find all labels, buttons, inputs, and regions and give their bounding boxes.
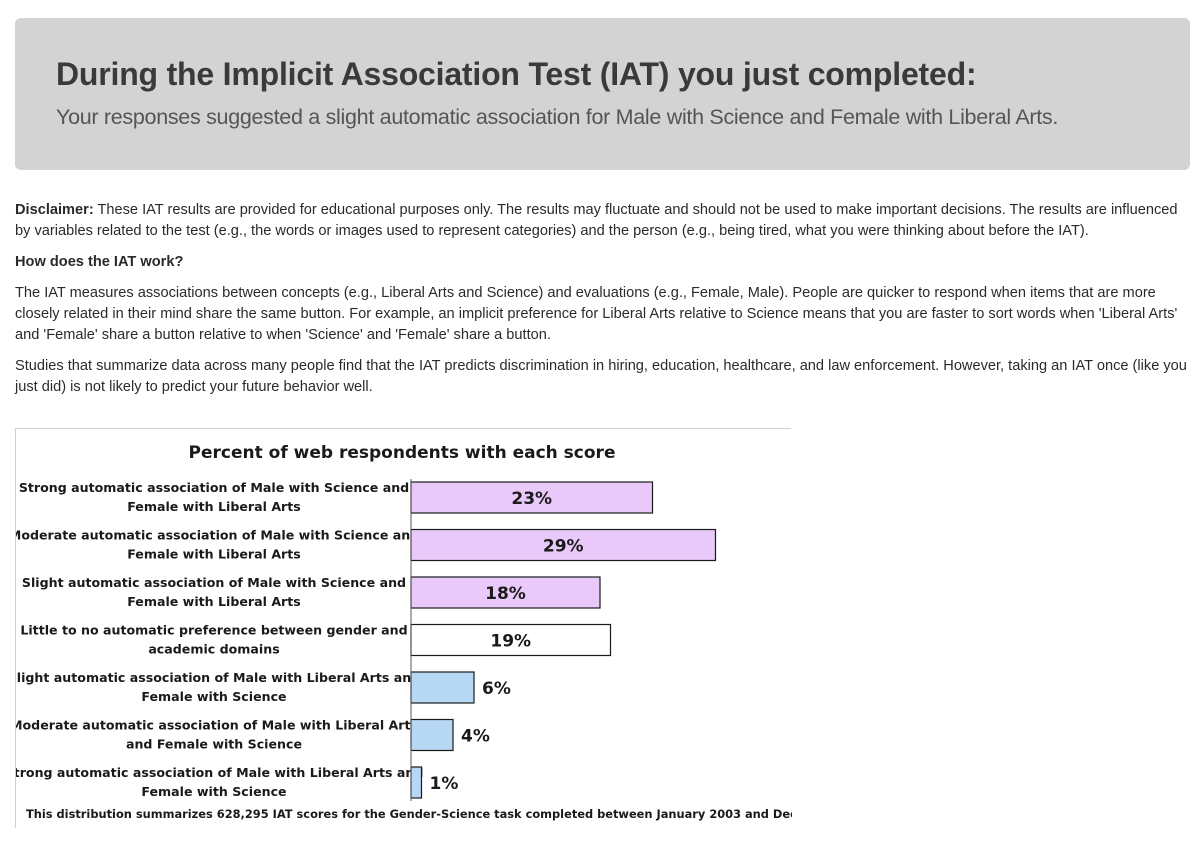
category-label-line: Female with Liberal Arts bbox=[127, 594, 301, 609]
bar-value-label: 19% bbox=[490, 632, 531, 652]
category-label-line: and Female with Science bbox=[126, 737, 302, 752]
bar-value-label: 4% bbox=[461, 727, 490, 747]
category-label: Strong automatic association of Male wit… bbox=[16, 765, 423, 799]
bar-value-label: 18% bbox=[485, 584, 526, 604]
how-it-works-paragraph-2: Studies that summarize data across many … bbox=[15, 358, 1187, 395]
disclaimer-label: Disclaimer: bbox=[15, 202, 94, 218]
bar bbox=[410, 671, 475, 704]
score-distribution-chart: Percent of web respondents with each sco… bbox=[15, 428, 792, 828]
category-label: Little to no automatic preference betwee… bbox=[20, 623, 407, 657]
category-label-line: Female with Liberal Arts bbox=[127, 547, 301, 562]
category-label-line: Female with Liberal Arts bbox=[127, 499, 301, 514]
bar bbox=[410, 576, 601, 609]
how-it-works-heading: How does the IAT work? bbox=[15, 254, 184, 270]
bar-value-label: 23% bbox=[511, 489, 552, 509]
category-label: Slight automatic association of Male wit… bbox=[22, 575, 406, 609]
category-labels: Strong automatic association of Male wit… bbox=[16, 480, 423, 799]
how-it-works-paragraph-1: The IAT measures associations between co… bbox=[15, 285, 1178, 343]
bar bbox=[410, 623, 612, 657]
category-label-line: Female with Science bbox=[141, 689, 286, 704]
category-label-line: Female with Science bbox=[141, 784, 286, 799]
chart-canvas: Percent of web respondents with each sco… bbox=[16, 443, 792, 821]
category-label-line: Slight automatic association of Male wit… bbox=[22, 575, 406, 590]
category-label: Moderate automatic association of Male w… bbox=[16, 528, 419, 562]
result-title: During the Implicit Association Test (IA… bbox=[56, 56, 977, 92]
bar bbox=[410, 766, 423, 799]
category-label-line: Strong automatic association of Male wit… bbox=[19, 480, 409, 495]
category-label: Moderate automatic association of Male w… bbox=[16, 718, 418, 752]
bar bbox=[410, 718, 454, 752]
bar-value-label: 29% bbox=[543, 537, 584, 557]
disclaimer-text: These IAT results are provided for educa… bbox=[15, 202, 1178, 239]
bar bbox=[410, 528, 717, 562]
category-label-line: Moderate automatic association of Male w… bbox=[16, 528, 419, 543]
bar-value-label: 6% bbox=[482, 679, 511, 699]
disclaimer-paragraph: Disclaimer: These IAT results are provid… bbox=[15, 200, 1190, 242]
category-label-line: academic domains bbox=[148, 642, 279, 657]
result-panel: During the Implicit Association Test (IA… bbox=[15, 18, 1190, 170]
bar bbox=[410, 481, 654, 514]
chart-title: Percent of web respondents with each sco… bbox=[189, 443, 616, 463]
category-label: Slight automatic association of Male wit… bbox=[16, 670, 420, 704]
result-summary: Your responses suggested a slight automa… bbox=[56, 105, 1059, 129]
category-label-line: Little to no automatic preference betwee… bbox=[20, 623, 407, 638]
bar-series: 23% 29% 18% 19% 6% 4% 1% bbox=[410, 481, 717, 799]
category-label-line: Moderate automatic association of Male w… bbox=[16, 718, 418, 733]
category-label-line: Slight automatic association of Male wit… bbox=[16, 670, 420, 685]
chart-footnote: This distribution summarizes 628,295 IAT… bbox=[26, 807, 792, 821]
bar-value-label: 1% bbox=[430, 774, 459, 794]
explanation-section: Disclaimer: These IAT results are provid… bbox=[15, 200, 1190, 408]
category-label: Strong automatic association of Male wit… bbox=[19, 480, 409, 514]
category-label-line: Strong automatic association of Male wit… bbox=[16, 765, 423, 780]
